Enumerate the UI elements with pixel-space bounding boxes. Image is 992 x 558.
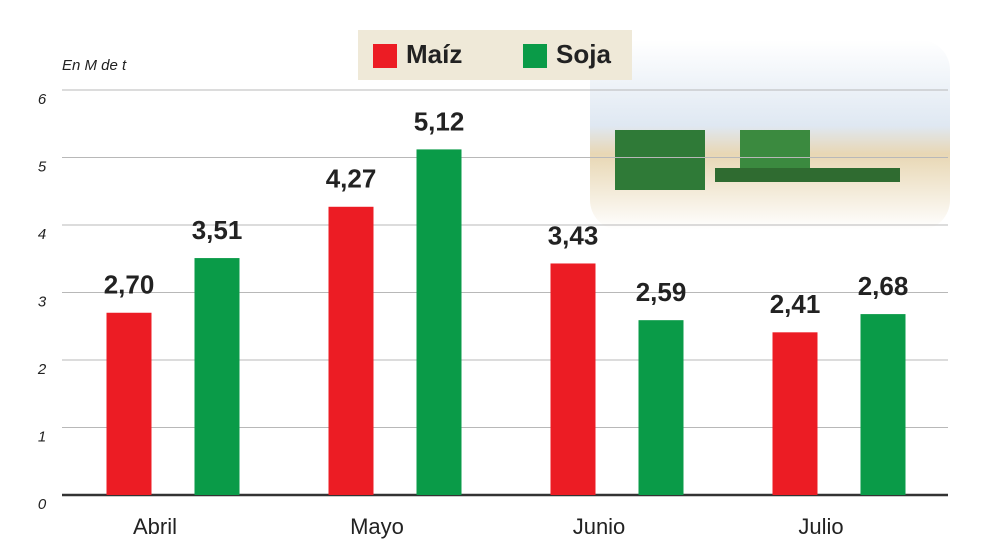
bar: [416, 149, 462, 495]
legend-label: Soja: [556, 39, 611, 69]
value-label: 5,12: [414, 106, 465, 136]
bar: [194, 258, 240, 495]
bar: [328, 206, 374, 495]
legend: [358, 30, 632, 80]
bar: [550, 263, 596, 495]
y-tick-label: 1: [38, 428, 46, 445]
y-tick-label: 4: [38, 226, 46, 243]
bar: [772, 332, 818, 495]
value-label: 3,51: [192, 215, 243, 245]
photo-decoration: [590, 40, 950, 230]
x-tick-label: Abril: [133, 514, 177, 539]
legend-label: Maíz: [406, 39, 462, 69]
legend-swatch: [373, 44, 397, 68]
x-tick-label: Julio: [798, 514, 843, 539]
value-label: 2,59: [636, 277, 687, 307]
x-tick-label: Junio: [573, 514, 626, 539]
value-label: 2,68: [858, 271, 909, 301]
y-tick-label: 5: [38, 158, 47, 175]
bar: [860, 314, 906, 495]
y-tick-label: 6: [38, 91, 47, 108]
legend-swatch: [523, 44, 547, 68]
y-tick-label: 3: [38, 293, 47, 310]
value-label: 4,27: [326, 164, 377, 194]
bar: [638, 320, 684, 495]
x-tick-label: Mayo: [350, 514, 404, 539]
y-tick-label: 2: [37, 361, 47, 378]
value-label: 3,43: [548, 220, 599, 250]
value-label: 2,70: [104, 270, 155, 300]
unit-label: En M de t: [62, 57, 127, 74]
value-label: 2,41: [770, 289, 821, 319]
y-tick-label: 0: [38, 496, 47, 513]
bar: [106, 312, 152, 495]
